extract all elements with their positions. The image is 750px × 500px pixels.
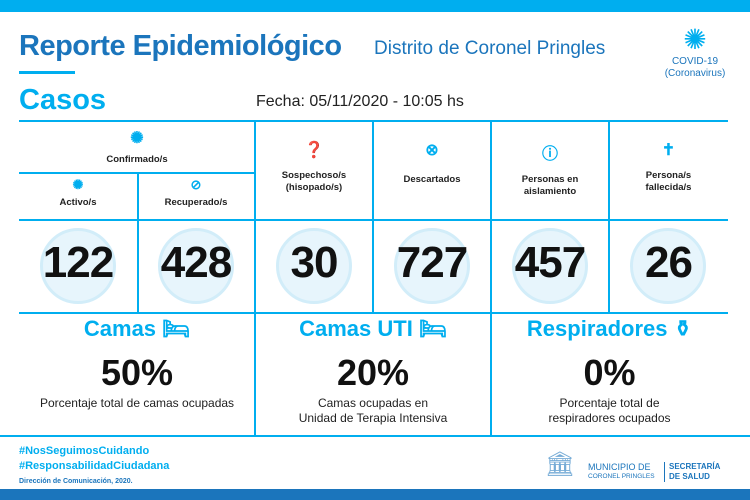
x-circle-icon: ⊗ xyxy=(425,142,439,159)
discarded-label: Descartados xyxy=(403,174,461,185)
divider xyxy=(254,120,256,435)
recovered-label: Recuperado/s xyxy=(164,197,228,208)
ventilators-description-2: respiradores ocupados xyxy=(548,411,671,425)
report-date: Fecha: 05/11/2020 - 10:05 hs xyxy=(256,93,464,110)
divider xyxy=(19,312,728,314)
hashtag: #NosSeguimosCuidando xyxy=(19,445,150,457)
cross-watermark xyxy=(630,228,706,304)
deceased-count: 26 xyxy=(645,238,693,287)
beds-percent: 50% xyxy=(100,352,174,393)
discarded-header: ⊗ Descartados xyxy=(373,140,491,186)
confirmed-header: ✺ Confirmado/s xyxy=(19,128,255,166)
recovered-header: ⊘ Recuperado/s xyxy=(137,177,255,209)
suspected-label: Sospechoso/s xyxy=(281,170,347,181)
discarded-count: 727 xyxy=(396,238,468,287)
covid-badge: ✺ COVID-19 (Coronavirus) xyxy=(650,24,740,80)
recovered-count: 428 xyxy=(160,238,232,287)
beds-section: Camas 🛏 50% Porcentaje total de camas oc… xyxy=(19,316,255,411)
icu-description-2: Unidad de Terapia Intensiva xyxy=(298,411,448,425)
health-secretariat-logo: SECRETARÍA DE SALUD xyxy=(669,462,720,482)
logo-text: SECRETARÍA xyxy=(669,462,721,471)
logo-text: DE SALUD xyxy=(669,472,710,481)
isolation-sublabel: aislamiento xyxy=(523,186,577,197)
check-circle-icon: ⊘ xyxy=(190,177,202,192)
ventilators-section: Respiradores ⚱ 0% Porcentaje total de re… xyxy=(491,316,728,426)
logo-divider xyxy=(664,462,665,482)
bed-icon: 🛏 xyxy=(418,316,447,341)
page-title: Reporte Epidemiológico xyxy=(19,30,342,62)
virus-icon: ✺ xyxy=(72,177,84,192)
deceased-sublabel: fallecida/s xyxy=(645,182,692,193)
question-icon: ❓ xyxy=(304,142,324,159)
virus-icon: ✺ xyxy=(683,24,707,55)
hashtags: #NosSeguimosCuidando #ResponsabilidadCiu… xyxy=(19,444,169,485)
active-label: Activo/s xyxy=(59,197,97,208)
deceased-header: ✝ Persona/s fallecida/s xyxy=(609,140,728,194)
bed-icon: 🛏 xyxy=(162,316,191,341)
icu-beds-percent: 20% xyxy=(336,352,410,393)
divider xyxy=(608,120,610,312)
cases-heading: Casos xyxy=(19,84,107,116)
x-watermark xyxy=(394,228,470,304)
logo-text: CORONEL PRINGLES xyxy=(588,473,655,480)
beds-title: Camas xyxy=(83,316,157,341)
divider xyxy=(490,120,492,435)
isolation-header: ⓘ Personas en aislamiento xyxy=(491,140,609,198)
virus-watermark xyxy=(40,228,116,304)
deceased-label: Persona/s xyxy=(645,170,692,181)
exclamation-icon: ⓘ xyxy=(541,146,558,163)
exclamation-watermark xyxy=(512,228,588,304)
ventilators-title: Respiradores xyxy=(526,316,668,341)
credit: Dirección de Comunicación, 2020. xyxy=(19,478,133,485)
suspected-count: 30 xyxy=(290,238,339,287)
question-watermark xyxy=(276,228,352,304)
isolation-count: 457 xyxy=(514,238,586,287)
bottom-bar xyxy=(0,489,750,500)
divider xyxy=(137,172,139,312)
oxygen-tank-icon: ⚱ xyxy=(673,316,693,341)
divider xyxy=(372,120,374,312)
active-count: 122 xyxy=(42,238,114,287)
icu-beds-section: Camas UTI 🛏 20% Camas ocupadas en Unidad… xyxy=(255,316,491,426)
district-name: Distrito de Coronel Pringles xyxy=(374,38,606,59)
confirmed-label: Confirmado/s xyxy=(106,154,168,165)
suspected-header: ❓ Sospechoso/s (hisopado/s) xyxy=(255,140,373,194)
town-hall-logo: 🏛 xyxy=(544,451,576,478)
suspected-sublabel: (hisopado/s) xyxy=(285,182,343,193)
logo-text: MUNICIPIO DE xyxy=(588,462,651,472)
divider xyxy=(0,435,750,437)
title-underline xyxy=(19,71,75,74)
virus-icon: ✺ xyxy=(130,130,144,147)
isolation-label: Personas en xyxy=(521,174,579,185)
check-watermark xyxy=(158,228,234,304)
hashtag: #ResponsabilidadCiudadana xyxy=(19,460,170,472)
covid-sublabel: (Coronavirus) xyxy=(664,68,726,79)
active-header: ✺ Activo/s xyxy=(19,177,137,209)
top-bar xyxy=(0,0,750,12)
cross-icon: ✝ xyxy=(661,142,676,159)
icu-beds-title: Camas UTI xyxy=(299,316,413,341)
covid-label: COVID-19 xyxy=(671,56,719,67)
icu-description: Camas ocupadas en xyxy=(317,396,429,410)
municipality-logo: MUNICIPIO DE CORONEL PRINGLES xyxy=(588,462,655,482)
ventilators-percent: 0% xyxy=(583,352,636,393)
beds-description: Porcentaje total de camas ocupadas xyxy=(39,396,235,410)
ventilators-description: Porcentaje total de xyxy=(559,396,660,410)
